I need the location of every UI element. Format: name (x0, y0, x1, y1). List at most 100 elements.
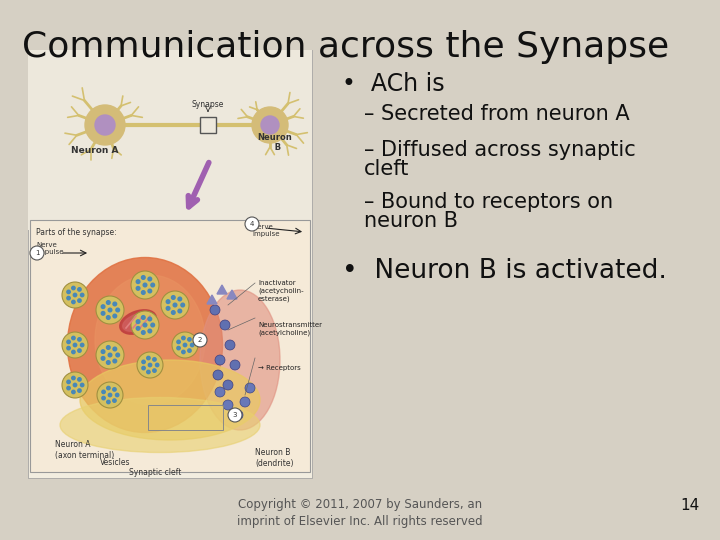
Text: 4: 4 (250, 221, 254, 227)
Circle shape (230, 360, 240, 370)
Circle shape (78, 349, 81, 352)
Circle shape (177, 340, 180, 343)
Ellipse shape (68, 258, 222, 433)
Circle shape (102, 390, 105, 394)
Circle shape (78, 389, 81, 392)
Circle shape (72, 286, 75, 290)
Text: Copyright © 2011, 2007 by Saunders, an
imprint of Elsevier Inc. All rights reser: Copyright © 2011, 2007 by Saunders, an i… (237, 498, 483, 528)
Text: – Secreted from neuron A: – Secreted from neuron A (364, 104, 629, 124)
Circle shape (166, 307, 170, 310)
Text: – Diffused across synaptic: – Diffused across synaptic (364, 140, 636, 160)
Text: Communication across the Synapse: Communication across the Synapse (22, 30, 669, 64)
Circle shape (62, 372, 88, 398)
Circle shape (113, 399, 116, 402)
Text: Neuron B
(dendrite): Neuron B (dendrite) (255, 448, 294, 468)
Ellipse shape (95, 275, 205, 405)
Circle shape (136, 287, 140, 290)
Circle shape (141, 276, 145, 279)
Circle shape (107, 316, 110, 319)
Circle shape (102, 396, 105, 400)
Polygon shape (227, 290, 237, 299)
Ellipse shape (122, 313, 153, 332)
Circle shape (96, 296, 124, 324)
Circle shape (97, 382, 123, 408)
Text: Neuron
  B: Neuron B (258, 133, 292, 152)
Circle shape (153, 369, 156, 372)
Circle shape (193, 333, 207, 347)
Ellipse shape (80, 360, 260, 440)
Circle shape (73, 383, 77, 387)
Circle shape (30, 246, 44, 260)
Text: Parts of the synapse:: Parts of the synapse: (36, 228, 117, 237)
Circle shape (113, 314, 117, 318)
Text: 3: 3 (233, 412, 238, 418)
Circle shape (95, 115, 115, 135)
Circle shape (113, 347, 117, 351)
Circle shape (215, 387, 225, 397)
Circle shape (67, 290, 71, 294)
Circle shape (107, 386, 110, 390)
Circle shape (191, 343, 194, 347)
Polygon shape (217, 285, 227, 294)
Circle shape (178, 309, 181, 313)
Circle shape (172, 332, 198, 358)
Circle shape (107, 301, 110, 305)
Circle shape (210, 305, 220, 315)
Circle shape (142, 360, 145, 363)
Circle shape (141, 330, 145, 334)
Bar (148, 405, 223, 430)
Circle shape (116, 308, 120, 312)
Circle shape (108, 353, 112, 357)
Circle shape (147, 356, 150, 360)
Circle shape (67, 340, 71, 343)
Text: Nerve
impulse: Nerve impulse (36, 242, 63, 255)
Circle shape (148, 329, 152, 333)
Text: Neuron A
(axon terminal): Neuron A (axon terminal) (55, 440, 114, 460)
Circle shape (233, 410, 243, 420)
Circle shape (136, 327, 140, 330)
Circle shape (184, 343, 186, 347)
Circle shape (252, 107, 288, 143)
Circle shape (78, 377, 81, 381)
Circle shape (85, 105, 125, 145)
Text: cleft: cleft (364, 159, 410, 179)
Circle shape (177, 347, 180, 350)
Circle shape (141, 316, 145, 319)
Circle shape (181, 336, 185, 340)
Circle shape (166, 300, 170, 303)
Circle shape (113, 359, 117, 363)
Bar (28, 50, 312, 230)
Circle shape (113, 302, 117, 306)
Circle shape (108, 308, 112, 312)
Ellipse shape (200, 290, 280, 430)
Circle shape (107, 361, 110, 365)
Circle shape (136, 280, 140, 284)
Text: Neurostransmitter
(acetylcholine): Neurostransmitter (acetylcholine) (258, 322, 322, 336)
Bar (28, 50, 312, 478)
Circle shape (174, 303, 177, 307)
Circle shape (151, 283, 155, 287)
Circle shape (142, 367, 145, 370)
Circle shape (147, 370, 150, 374)
Circle shape (131, 271, 159, 299)
Circle shape (223, 400, 233, 410)
Circle shape (215, 355, 225, 365)
Text: 14: 14 (680, 498, 700, 513)
Circle shape (153, 357, 156, 361)
Circle shape (213, 370, 223, 380)
Ellipse shape (120, 310, 156, 334)
Circle shape (188, 349, 191, 352)
Circle shape (62, 332, 88, 358)
Circle shape (220, 320, 230, 330)
Circle shape (188, 338, 191, 341)
Circle shape (108, 393, 112, 397)
Circle shape (67, 380, 71, 383)
Text: Nerve
impulse: Nerve impulse (252, 224, 279, 237)
Text: Synaptic cleft: Synaptic cleft (129, 468, 181, 477)
Bar (30, 220, 310, 472)
Circle shape (96, 341, 124, 369)
Circle shape (181, 350, 185, 354)
Circle shape (102, 356, 105, 360)
Circle shape (72, 390, 75, 394)
Text: •  ACh is: • ACh is (342, 72, 445, 96)
